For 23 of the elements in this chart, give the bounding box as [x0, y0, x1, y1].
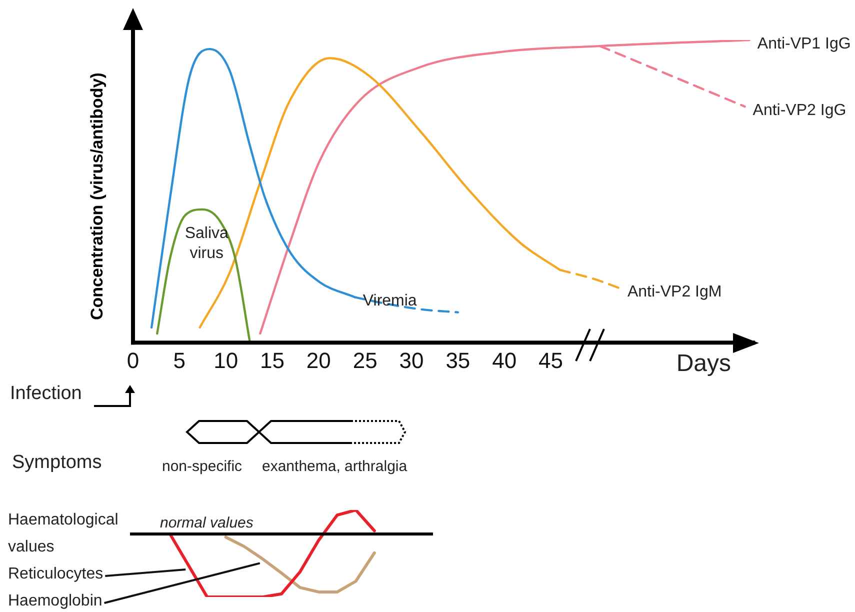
x-tick-label: 10	[214, 348, 238, 373]
x-tick-label: 15	[260, 348, 284, 373]
text: Haemoglobin	[8, 592, 102, 610]
x-tick-label: 20	[306, 348, 331, 373]
text: Reticulocytes	[8, 565, 104, 582]
series-label: Anti-VP1 IgG	[757, 35, 851, 52]
x-tick-label: 35	[446, 348, 470, 373]
series-label: Anti-VP2 IgG	[752, 102, 846, 119]
x-tick-label: 30	[399, 348, 424, 373]
x-tick-label: 25	[352, 348, 378, 373]
series-label: Anti-VP2 IgM	[627, 284, 722, 301]
y-axis-title: Concentration (virus/antibody)	[88, 72, 107, 320]
text: Symptoms	[12, 452, 102, 474]
x-tick-label: 45	[538, 348, 564, 373]
x-tick-label: 40	[492, 348, 517, 373]
text: exanthema, arthralgia	[262, 458, 408, 475]
y-axis-title: Haematological values	[8, 511, 118, 556]
text: Infection	[10, 383, 82, 405]
text: non-specific	[162, 458, 242, 475]
x-tick-label: 5	[173, 348, 186, 373]
ref-line-label: normal values	[160, 514, 254, 532]
x-tick-label: 0	[126, 348, 140, 373]
x-axis-title: Days	[676, 350, 731, 378]
